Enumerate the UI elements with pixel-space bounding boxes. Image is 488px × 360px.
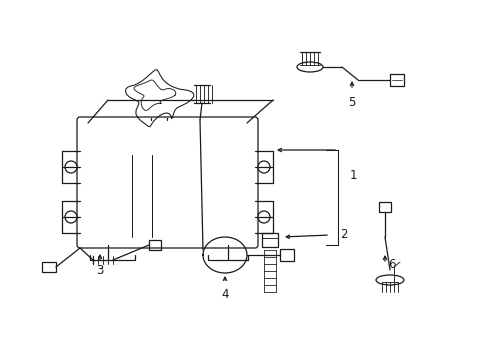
Text: 4: 4: [221, 288, 228, 302]
Circle shape: [258, 161, 269, 173]
Circle shape: [65, 211, 77, 223]
Circle shape: [65, 161, 77, 173]
Text: 3: 3: [96, 265, 103, 278]
Text: 5: 5: [347, 95, 355, 108]
Bar: [389, 74, 403, 86]
FancyBboxPatch shape: [77, 117, 258, 248]
Bar: [378, 202, 390, 212]
Ellipse shape: [296, 62, 323, 72]
Ellipse shape: [375, 275, 403, 285]
Circle shape: [258, 211, 269, 223]
Bar: [149, 240, 161, 250]
Bar: [262, 233, 278, 247]
Bar: [280, 249, 293, 261]
Text: 2: 2: [339, 229, 347, 242]
Text: 6: 6: [387, 257, 395, 270]
Bar: [42, 262, 56, 272]
Text: 1: 1: [349, 168, 357, 181]
